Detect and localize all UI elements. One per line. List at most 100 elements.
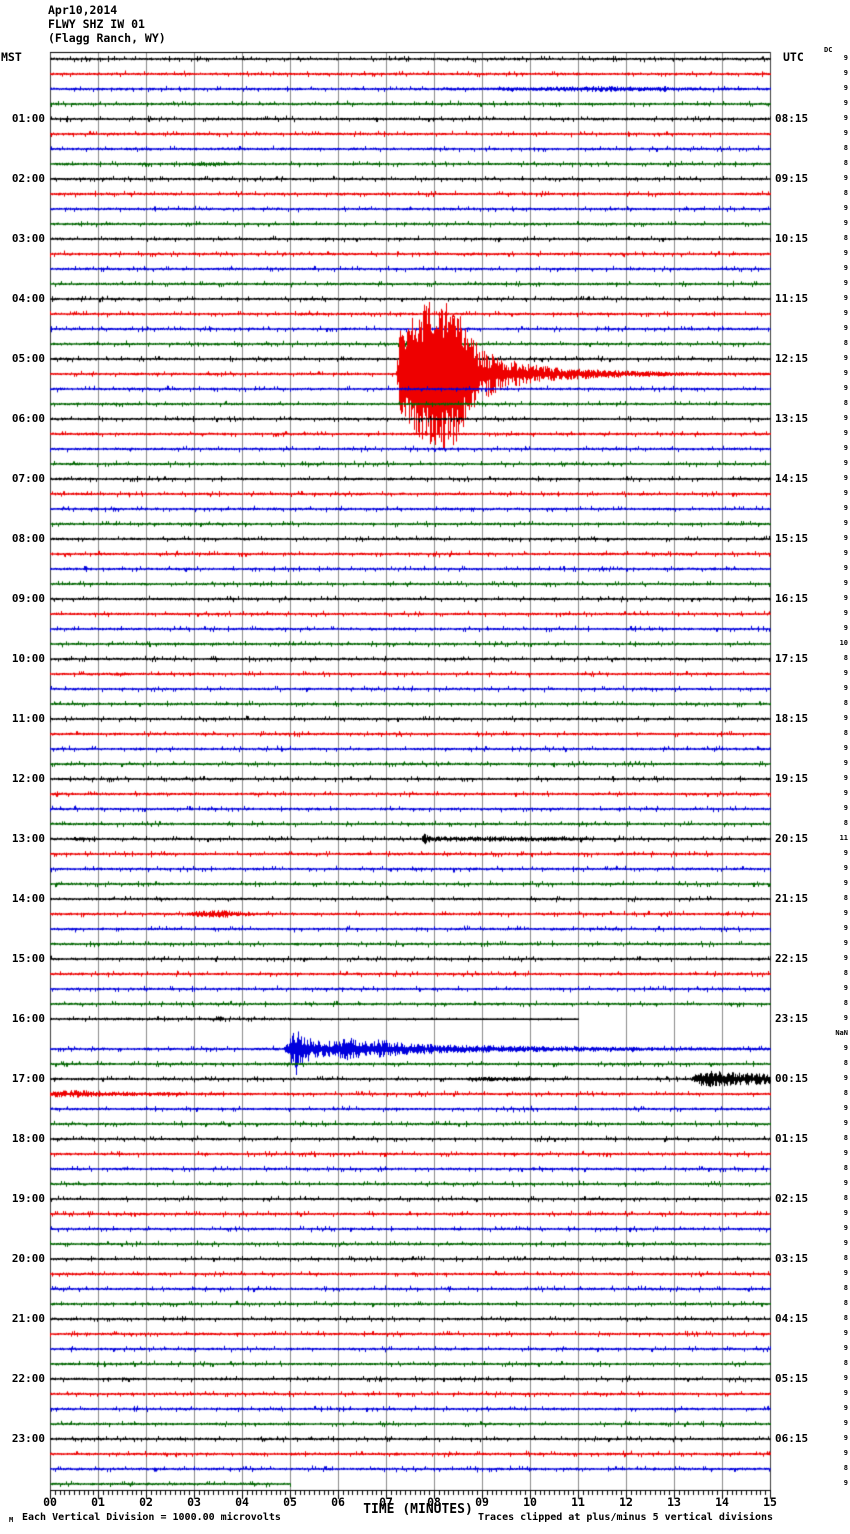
dc-value: 9 [843,1449,848,1457]
dc-value: 9 [843,864,848,872]
left-time-label: 06:00 [11,412,45,425]
left-time-label: 04:00 [11,292,45,305]
dc-value: 9 [843,1269,848,1277]
right-time-label: 21:15 [775,892,809,905]
dc-value: 9 [843,954,848,962]
dc-value: 9 [843,804,848,812]
dc-value: 8 [843,654,848,662]
left-time-label: 12:00 [11,772,45,785]
dc-value: 8 [843,1299,848,1307]
dc-value: 9 [843,84,848,92]
left-time-label: 03:00 [11,232,45,245]
dc-value: 9 [843,1389,848,1397]
dc-value: 9 [843,669,848,677]
right-time-label: 04:15 [775,1312,809,1325]
header-station: FLWY SHZ IW 01 [48,17,145,31]
right-time-label: 13:15 [775,412,809,425]
dc-value: 8 [843,1134,848,1142]
left-time-label: 10:00 [11,652,45,665]
dc-value: 8 [843,1254,848,1262]
dc-value: 9 [843,579,848,587]
left-time-label: 02:00 [11,172,45,185]
dc-value: 9 [843,114,848,122]
right-time-label: 11:15 [775,292,809,305]
dc-value: 9 [843,1149,848,1157]
right-time-label: 05:15 [775,1372,809,1385]
left-time-label: 19:00 [11,1192,45,1205]
dc-value: 9 [843,684,848,692]
dc-value: 9 [843,1014,848,1022]
left-time-label: 14:00 [11,892,45,905]
dc-value: 9 [843,54,848,62]
dc-value: 10 [839,639,848,647]
dc-value: 9 [843,1434,848,1442]
left-time-label: 09:00 [11,592,45,605]
dc-value: 9 [843,1419,848,1427]
dc-value: 9 [843,1329,848,1337]
dc-value: 9 [843,1239,848,1247]
dc-value: 9 [843,129,848,137]
right-time-label: 00:15 [775,1072,809,1085]
dc-value: 8 [843,699,848,707]
dc-value: 9 [843,1044,848,1052]
dc-value: 9 [843,369,848,377]
right-time-label: 06:15 [775,1432,809,1445]
dc-value: 9 [843,624,848,632]
dc-value: 9 [843,1374,848,1382]
dc-value: 9 [843,909,848,917]
clip-note: Traces clipped at plus/minus 5 vertical … [478,1512,774,1523]
dc-value: 9 [843,264,848,272]
left-time-label: 18:00 [11,1132,45,1145]
right-time-label: 02:15 [775,1192,809,1205]
dc-value: 9 [843,354,848,362]
x-tick-label: 10 [523,1495,537,1509]
right-time-label: 10:15 [775,232,809,245]
dc-value: 9 [843,429,848,437]
dc-value: 9 [843,459,848,467]
dc-value: 8 [843,819,848,827]
dc-value: 8 [843,1359,848,1367]
left-time-label: 21:00 [11,1312,45,1325]
left-time-label: 17:00 [11,1072,45,1085]
right-time-label: 19:15 [775,772,809,785]
dc-value: 9 [843,249,848,257]
dc-value: 8 [843,729,848,737]
dc-value: 9 [843,1074,848,1082]
dc-value: 8 [843,189,848,197]
dc-value: 9 [843,219,848,227]
dc-value: 8 [843,1089,848,1097]
dc-value: 9 [843,1104,848,1112]
dc-value: 9 [843,174,848,182]
dc-value: 8 [843,1464,848,1472]
scale-note: Each Vertical Division = 1000.00 microvo… [22,1512,281,1523]
dc-value: 9 [843,849,848,857]
right-time-label: 15:15 [775,532,809,545]
header-date: Apr10,2014 [48,3,118,17]
dc-value: 9 [843,714,848,722]
right-time-label: 18:15 [775,712,809,725]
dc-value: 9 [843,444,848,452]
right-time-label: 03:15 [775,1252,809,1265]
dc-value: 9 [843,744,848,752]
left-time-label: 15:00 [11,952,45,965]
x-tick-label: 08 [427,1495,441,1509]
dc-value: 8 [843,234,848,242]
dc-value: 9 [843,309,848,317]
x-tick-label: 07 [379,1495,393,1509]
right-time-label: 01:15 [775,1132,809,1145]
left-time-label: 07:00 [11,472,45,485]
right-time-label: 17:15 [775,652,809,665]
dc-value: 9 [843,1404,848,1412]
dc-value: 9 [843,1179,848,1187]
left-time-label: 05:00 [11,352,45,365]
dc-value: 9 [843,609,848,617]
dc-value: 9 [843,594,848,602]
dc-value: 9 [843,324,848,332]
x-tick-label: 11 [571,1495,585,1509]
left-time-label: 16:00 [11,1012,45,1025]
left-time-label: 08:00 [11,532,45,545]
dc-value: 9 [843,774,848,782]
dc-value: 8 [843,159,848,167]
dc-value: 8 [843,894,848,902]
